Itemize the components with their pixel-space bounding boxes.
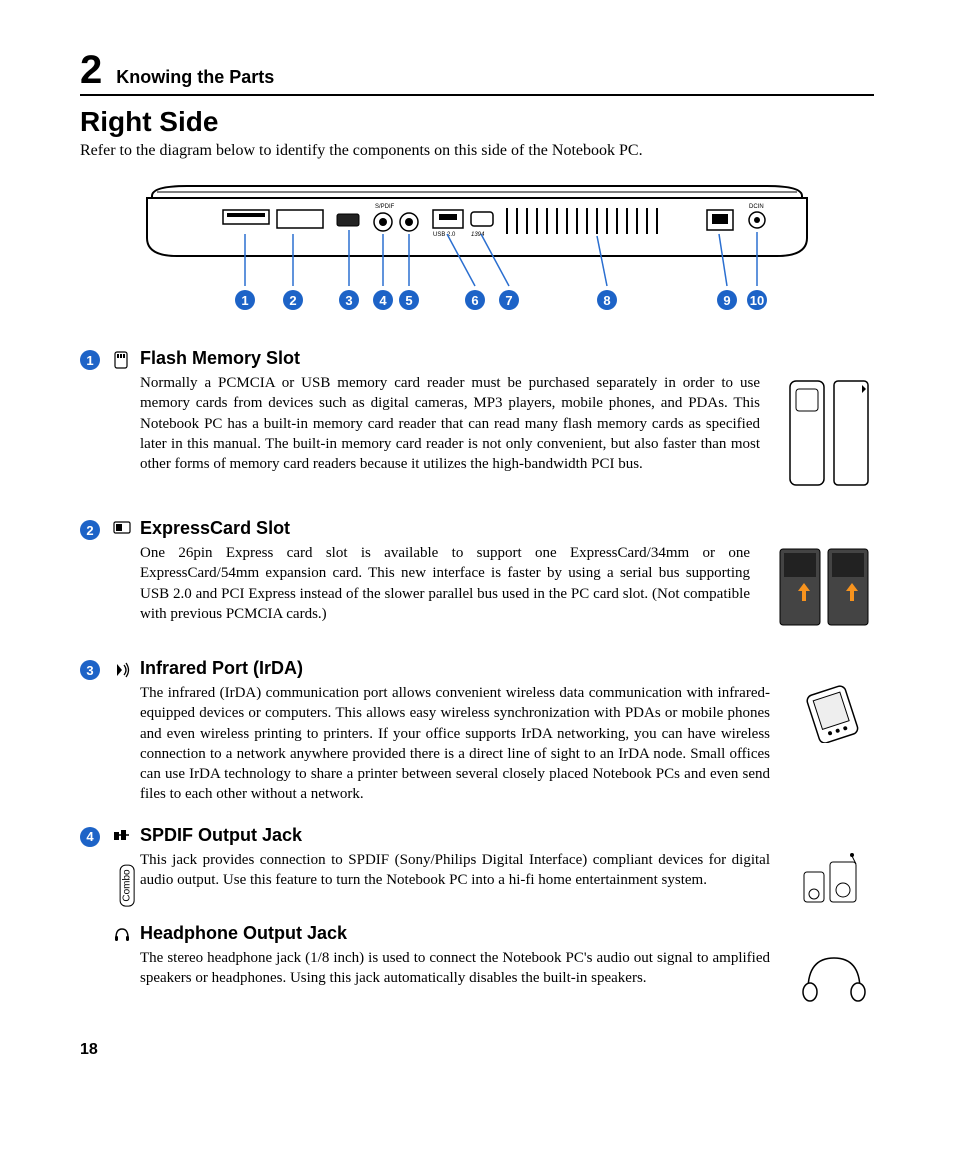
callout-badge-2: 2 — [283, 290, 303, 310]
expresscard-icon — [112, 518, 132, 540]
section-text: One 26pin Express card slot is available… — [140, 543, 750, 638]
section-text: The stereo headphone jack (1/8 inch) is … — [140, 948, 770, 1013]
section-badge: 1 — [80, 350, 100, 370]
section-spdif: 4 Combo SPDIF Output Jack This jack prov… — [80, 825, 874, 915]
section-irda: 3 Infrared Port (IrDA) The infrared (IrD… — [80, 658, 874, 805]
section-title: ExpressCard Slot — [140, 518, 874, 539]
headphone-icon — [112, 923, 132, 947]
headphones-illustration — [794, 948, 874, 1013]
callout-badge-8: 8 — [597, 290, 617, 310]
svg-text:S/PDIF: S/PDIF — [375, 204, 395, 210]
section-badge: 2 — [80, 520, 100, 540]
section-text: The infrared (IrDA) communication port a… — [140, 683, 770, 805]
callout-badge-5: 5 — [399, 290, 419, 310]
chapter-title: Knowing the Parts — [116, 67, 274, 88]
spdif-icon: Combo — [112, 825, 132, 865]
section-title: SPDIF Output Jack — [140, 825, 874, 846]
callout-badge-3: 3 — [339, 290, 359, 310]
section-headphone: Headphone Output Jack The stereo headpho… — [80, 923, 874, 1013]
page-title: Right Side — [80, 106, 874, 138]
intro-text: Refer to the diagram below to identify t… — [80, 142, 874, 160]
section-flash-memory: 1 Flash Memory Slot Normally a PCMCIA or… — [80, 348, 874, 498]
svg-text:USB 2.0: USB 2.0 — [433, 232, 456, 238]
side-diagram: S/PDIF USB 2.0 1 3 9 4 — [80, 178, 874, 318]
laptop-side-svg: S/PDIF USB 2.0 1394 — [127, 178, 827, 288]
section-text: This jack provides connection to SPDIF (… — [140, 850, 770, 915]
section-badge: 3 — [80, 660, 100, 680]
pda-illustration — [794, 683, 874, 748]
sd-cards-illustration — [784, 373, 874, 498]
section-text: Normally a PCMCIA or USB memory card rea… — [140, 373, 760, 498]
callout-badge-4: 4 — [373, 290, 393, 310]
speakers-illustration — [794, 850, 874, 915]
memory-card-icon — [112, 348, 132, 374]
chapter-header: 2 Knowing the Parts — [80, 50, 874, 96]
callout-badge-6: 6 — [465, 290, 485, 310]
callout-badge-9: 9 — [717, 290, 737, 310]
section-title: Flash Memory Slot — [140, 348, 874, 369]
callout-badge-7: 7 — [499, 290, 519, 310]
section-expresscard: 2 ExpressCard Slot One 26pin Express car… — [80, 518, 874, 638]
callout-badge-10: 10 — [747, 290, 767, 310]
section-title: Headphone Output Jack — [140, 923, 874, 944]
section-badge: 4 — [80, 827, 100, 847]
expresscards-illustration — [774, 543, 874, 638]
callout-badge-1: 1 — [235, 290, 255, 310]
combo-label: Combo — [120, 864, 135, 906]
infrared-icon — [112, 658, 132, 684]
svg-text:DCIN: DCIN — [749, 204, 764, 210]
page-number: 18 — [80, 1041, 874, 1059]
section-title: Infrared Port (IrDA) — [140, 658, 874, 679]
manual-page: 2 Knowing the Parts Right Side Refer to … — [0, 0, 954, 1099]
chapter-number: 2 — [80, 50, 102, 90]
